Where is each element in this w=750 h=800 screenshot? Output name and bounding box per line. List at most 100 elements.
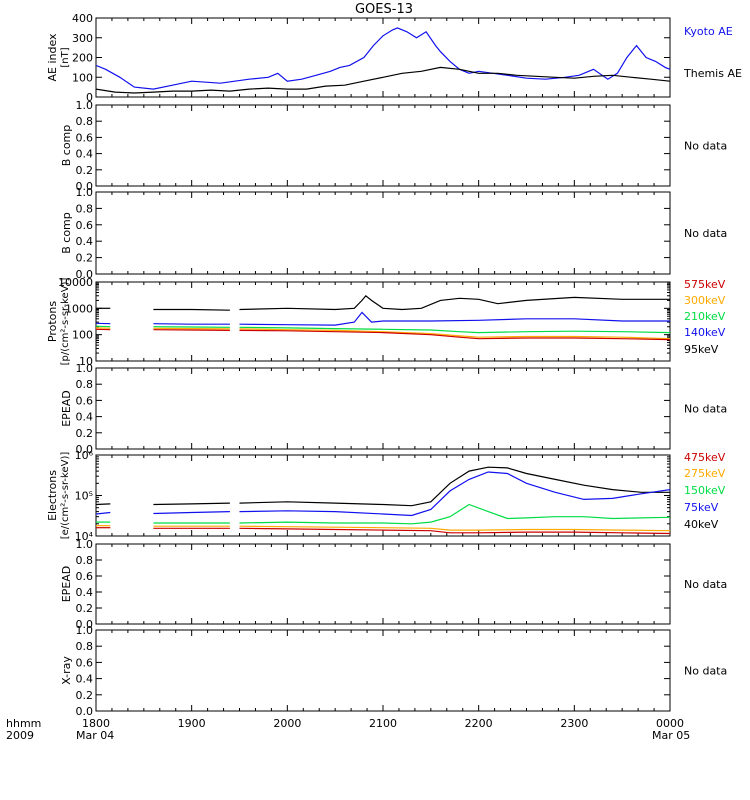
y-axis-unit-label: [nT] <box>60 47 71 67</box>
plot-title: GOES-13 <box>355 2 413 17</box>
y-tick-label: 0.8 <box>76 115 94 128</box>
series-line-95kev <box>153 308 230 311</box>
x-tick-label: 1900 <box>178 717 206 730</box>
panel-frame <box>95 543 671 625</box>
series-line-40kev <box>153 502 230 506</box>
time-axis: hhmm 2009 Mar 04 Mar 05 1800 1900 2000 2100… <box>6 717 690 742</box>
y-tick-label: 0.0 <box>76 180 94 193</box>
no-data-label: No data <box>684 227 727 240</box>
y-tick-label: 0.8 <box>76 640 94 653</box>
y-tick-label: 10⁴ <box>75 530 94 543</box>
y-tick-label: 1.0 <box>76 99 94 112</box>
legend-themis-ae: Themis AE <box>683 67 742 80</box>
year-label: 2009 <box>6 729 34 742</box>
series-line-75kev <box>96 511 111 515</box>
y-tick-label: 0.4 <box>76 148 94 161</box>
series-line-575kev <box>239 329 670 341</box>
y-tick-label: 0.0 <box>76 268 94 281</box>
series-line-75kev <box>153 511 230 515</box>
y-tick-label: 0.8 <box>76 554 94 567</box>
panel-frame <box>95 191 671 275</box>
y-tick-label: 200 <box>72 52 93 65</box>
y-tick-label: 0.4 <box>76 235 94 248</box>
series-group <box>96 466 670 535</box>
series-group <box>96 294 670 341</box>
legend-210kev: 210keV <box>684 310 726 323</box>
y-tick-label: 10⁵ <box>75 490 93 503</box>
legend-275kev: 275keV <box>684 467 726 480</box>
legend-300kev: 300keV <box>684 294 726 307</box>
y-tick-label: 0.2 <box>76 164 94 177</box>
y-tick-label: 0.2 <box>76 252 94 265</box>
panel-electrons: 10⁴ 10⁵ 10⁶ Electrons [e/(cm²-s-sr-keV)] 475k… <box>46 449 726 543</box>
y-tick-label: 1.0 <box>76 624 94 637</box>
y-axis-label: B comp <box>60 125 73 167</box>
y-tick-label: 1.0 <box>76 186 94 199</box>
series-group <box>96 27 670 94</box>
y-tick-label: 100 <box>72 329 93 342</box>
y-axis-unit-label: [e/(cm²-s-sr-keV)] <box>60 452 71 540</box>
series-line-150kev <box>239 503 670 525</box>
y-axis-label: X-ray <box>60 656 73 685</box>
legend-95kev: 95keV <box>684 343 719 356</box>
start-date-label: Mar 04 <box>76 729 114 742</box>
x-tick-label: 2000 <box>273 717 301 730</box>
y-tick-label: 0.8 <box>76 378 94 391</box>
y-tick-label: 0.6 <box>76 219 94 232</box>
y-axis-label: Protons <box>46 301 59 342</box>
x-tick-label: 2100 <box>369 717 397 730</box>
y-tick-label: 0.6 <box>76 394 94 407</box>
series-line-300kev <box>239 328 670 340</box>
panel-ae: 0 100 200 300 400 AE index [nT] Kyoto AE Themis … <box>46 12 742 104</box>
panel-bcomp1: 0.0 0.2 0.4 0.6 0.8 1.0B comp No data <box>60 99 727 193</box>
series-line-40kev <box>239 466 670 507</box>
legend-140kev: 140keV <box>684 326 726 339</box>
x-tick-label: 2200 <box>465 717 493 730</box>
y-tick-label: 0.4 <box>76 586 94 599</box>
series-line-140kev <box>239 311 670 326</box>
x-tick-label: 2300 <box>560 717 588 730</box>
y-axis-label: EPEAD <box>60 390 73 427</box>
y-tick-label: 300 <box>72 32 93 45</box>
y-tick-label: 1000 <box>65 302 93 315</box>
y-tick-label: 100 <box>72 71 93 84</box>
legend-575kev: 575keV <box>684 278 726 291</box>
series-line-140kev <box>153 323 230 325</box>
y-tick-label: 0.2 <box>76 689 94 702</box>
series-line-475kev <box>239 527 670 535</box>
no-data-label: No data <box>684 403 727 416</box>
y-axis-label: Electrons <box>46 470 59 521</box>
legend-75kev: 75keV <box>684 501 719 514</box>
series-line-210kev <box>96 325 111 328</box>
y-axis-label: B comp <box>60 212 73 254</box>
y-tick-label: 0.8 <box>76 202 94 215</box>
series-line-300kev <box>153 327 230 330</box>
panel-stack: 0 100 200 300 400 AE index [nT] Kyoto AE Themis … <box>46 12 742 718</box>
series-line-kyoto-ae <box>96 27 670 90</box>
y-tick-label: 0.2 <box>76 602 94 615</box>
y-tick-label: 0.0 <box>76 618 94 631</box>
panel-frame <box>95 367 671 450</box>
y-tick-label: 400 <box>72 12 93 25</box>
panel-epead2: 0.0 0.2 0.4 0.6 0.8 1.0 EPEAD No data <box>60 538 727 631</box>
series-line-40kev <box>96 503 111 506</box>
y-tick-label: 10 <box>79 355 93 368</box>
y-tick-label: 0 <box>86 91 93 104</box>
hhmm-label: hhmm <box>6 717 41 730</box>
y-axis-label: AE index <box>46 33 59 82</box>
legend-kyoto-ae: Kyoto AE <box>684 25 733 38</box>
panel-epead1: 0.0 0.2 0.4 0.6 0.8 1.0 EPEAD No data <box>60 362 727 456</box>
x-tick-label: 1800 <box>82 717 110 730</box>
series-line-275kev <box>239 525 670 532</box>
y-tick-label: 0.4 <box>76 411 94 424</box>
no-data-label: No data <box>684 140 727 153</box>
x-tick-label: 0000 <box>656 717 684 730</box>
series-line-210kev <box>239 326 670 334</box>
legend-475kev: 475keV <box>684 451 726 464</box>
legend-150kev: 150keV <box>684 484 726 497</box>
y-tick-label: 1.0 <box>76 362 94 375</box>
no-data-label: No data <box>684 578 727 591</box>
legend-40kev: 40keV <box>684 518 719 531</box>
y-tick-label: 10⁶ <box>75 449 94 462</box>
series-line-210kev <box>153 326 230 328</box>
